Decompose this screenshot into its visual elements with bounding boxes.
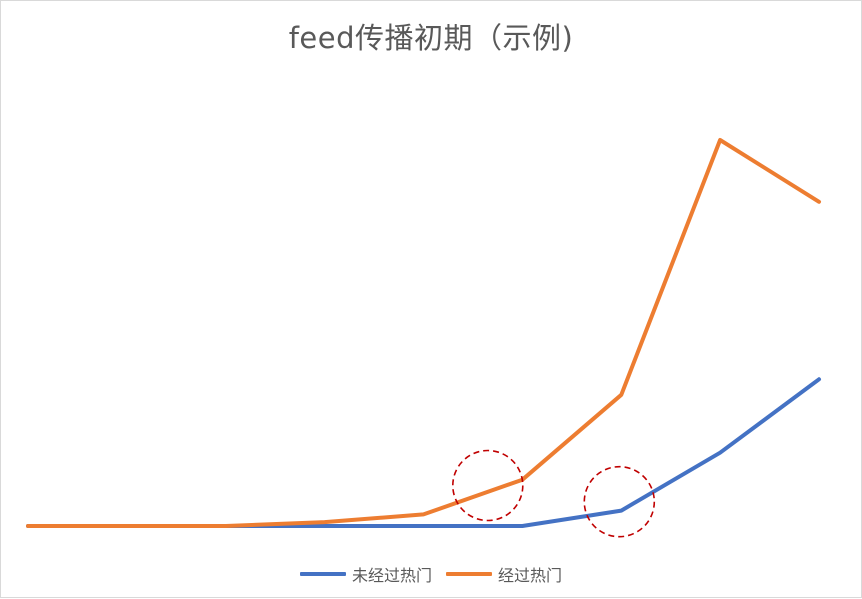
annotation-circle-0: [451, 449, 524, 522]
legend-label-1: 经过热门: [498, 566, 563, 585]
legend-item-0: 未经过热门: [299, 562, 432, 586]
legend-swatch-1: [446, 572, 492, 576]
chart-legend: 未经过热门 经过热门: [1, 562, 861, 586]
chart-title: feed传播初期（示例): [288, 21, 574, 55]
legend-swatch-0: [299, 572, 346, 576]
series-line-0: [26, 377, 821, 528]
legend-item-1: 经过热门: [446, 562, 562, 586]
series-line-1: [26, 138, 821, 528]
legend-label-0: 未经过热门: [351, 566, 432, 585]
annotation-circle-1: [583, 465, 656, 538]
